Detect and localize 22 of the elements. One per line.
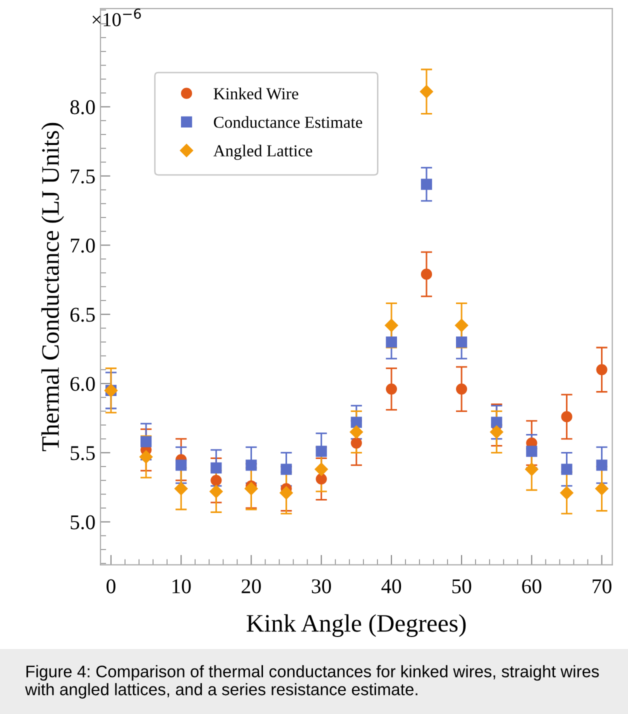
x-tick-label: 20 [242,579,261,594]
y-tick-label: 7.5 [70,170,95,184]
y-tick-label: 8.0 [70,100,95,114]
x-tick-label: 10 [172,579,191,594]
x-tick-label: 50 [452,579,472,594]
legend-label: Kinked Wire [214,88,298,100]
legend-label: Angled Lattice [213,144,312,160]
x-tick-label: 60 [522,579,542,594]
y-tick-label: 5.0 [70,515,95,530]
x-axis-title: Kink Angle (Degrees) [246,614,466,637]
y-tick-label: 6.5 [70,308,95,322]
x-tick-label: 70 [592,579,612,594]
y-axis-title: Thermal Conductance (LJ Units) [41,122,64,452]
x-tick-label: 30 [312,579,331,594]
annotation: ×10$^{−6}$ [92,8,141,26]
y-tick-label: 7.0 [70,238,95,253]
x-tick-label: 40 [381,579,402,594]
caption: Figure 4: Comparison of thermal conductances for kinked wires, straight wires with angled lattices, and a series resistance estimate. [25,665,599,699]
y-tick-label: 6.0 [70,376,95,392]
x-tick-label: 0 [106,579,116,594]
y-tick-label: 5.5 [70,446,95,460]
legend-label: Conductance Estimate [214,116,362,128]
